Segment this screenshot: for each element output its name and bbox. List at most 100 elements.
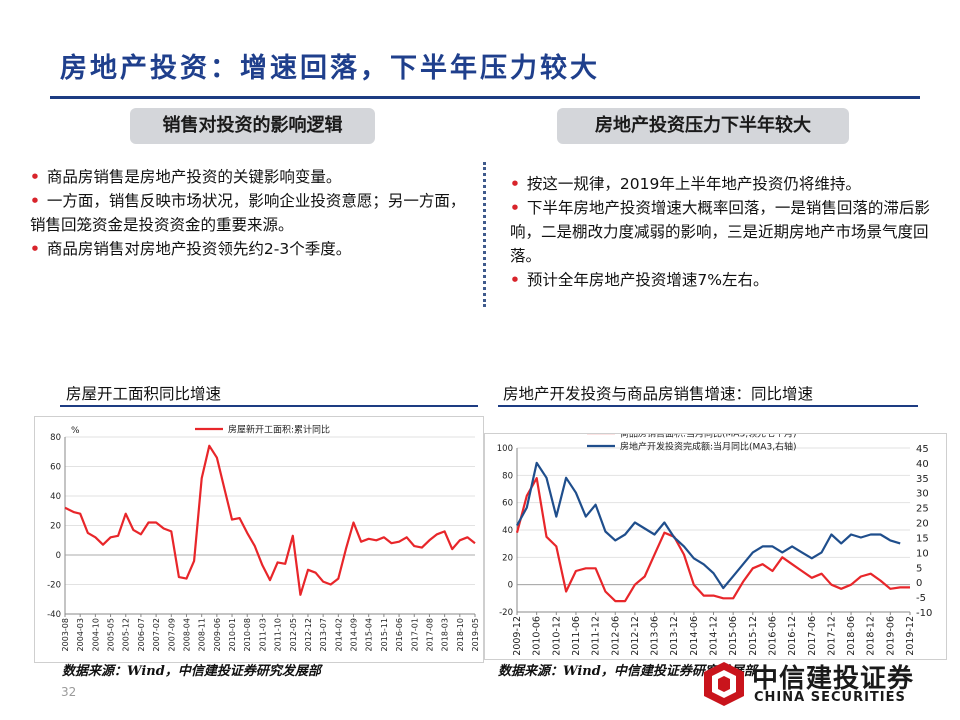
x-tick-label: 2012-05 (289, 618, 298, 651)
bullet-item: • 一方面，销售反映市场状况，影响企业投资意愿；另一方面，销售回笼资金是投资资金的… (30, 192, 466, 234)
x-tick-label: 2017-01 (410, 618, 419, 651)
y-tick-label: 80 (502, 471, 513, 481)
legend-label: 房地产开发投资完成额:当月同比(MA3,右轴) (620, 441, 797, 453)
page-number: 32 (61, 685, 77, 699)
y2-tick-label: -5 (916, 593, 926, 604)
y2-tick-label: 15 (916, 533, 929, 544)
x-tick-label: 2013-12 (669, 616, 680, 656)
title-underline (50, 96, 920, 99)
x-tick-label: 2008-04 (182, 618, 191, 651)
chart1-title: 房屋开工面积同比增速 (66, 385, 222, 403)
right-section-heading: 房地产投资压力下半年较大 (557, 108, 849, 144)
x-tick-label: 2012-12 (630, 616, 641, 656)
x-tick-label: 2015-04 (365, 618, 374, 651)
y-tick-label: -20 (499, 608, 513, 618)
x-tick-label: 2019-06 (885, 616, 896, 656)
page-title: 房地产投资：增速回落，下半年压力较大 (60, 53, 600, 84)
x-tick-label: 2009-12 (512, 616, 523, 656)
x-tick-label: 2011-12 (591, 616, 602, 656)
x-tick-label: 2003-08 (61, 618, 70, 651)
left-section-heading: 销售对投资的影响逻辑 (130, 108, 375, 144)
x-tick-label: 2015-06 (728, 616, 739, 656)
y2-tick-label: 0 (916, 578, 922, 589)
right-bullet-list: • 按这一规律，2019年上半年地产投资仍将维持。 • 下半年房地产投资增速大概率回… (510, 172, 930, 292)
y2-tick-label: 5 (916, 563, 922, 574)
x-tick-label: 2010-12 (551, 616, 562, 656)
y-tick-label: 20 (50, 522, 61, 532)
y-tick-label: -20 (47, 581, 61, 591)
series-line-2 (516, 461, 901, 590)
y2-tick-label: 30 (916, 489, 929, 500)
y2-tick-label: 35 (916, 474, 929, 485)
y2-tick-label: -10 (916, 608, 932, 619)
x-tick-label: 2019-12 (905, 616, 916, 656)
x-tick-label: 2014-02 (334, 618, 343, 651)
bullet-item: • 商品房销售是房地产投资的关键影响变量。 (30, 168, 342, 186)
x-tick-label: 2017-12 (826, 616, 837, 656)
chart2-title: 房地产开发投资与商品房销售增速：同比增速 (503, 385, 814, 403)
x-tick-label: 2015-11 (380, 618, 389, 651)
y2-tick-label: 40 (916, 459, 929, 470)
bullet-item: • 预计全年房地产投资增速7%左右。 (510, 271, 769, 289)
x-tick-label: 2005-12 (122, 618, 131, 651)
y2-tick-label: 20 (916, 519, 929, 530)
chart2-title-rule (498, 405, 918, 407)
legend-label: 房屋新开工面积:累计同比 (228, 424, 330, 436)
x-tick-label: 2012-12 (304, 618, 313, 651)
chart2-svg: 100806040200-20454035302520151050-5-1020… (497, 428, 933, 656)
x-tick-label: 2007-02 (152, 618, 161, 651)
y-tick-label: 40 (502, 526, 513, 536)
x-tick-label: 2013-07 (319, 618, 328, 651)
x-tick-label: 2010-08 (243, 618, 252, 651)
x-tick-label: 2004-03 (76, 618, 85, 651)
x-tick-label: 2016-06 (395, 618, 404, 651)
x-tick-label: 2011-10 (274, 618, 283, 651)
x-tick-label: 2018-12 (866, 616, 877, 656)
x-tick-label: 2011-06 (571, 616, 582, 656)
bullet-item: • 按这一规律，2019年上半年地产投资仍将维持。 (510, 175, 861, 193)
chart1-frame: 80 60 40 20 0 -20 -40 2003-08 2004-03 2004-10 2005… (34, 416, 484, 663)
logo-mark-icon (704, 662, 744, 706)
chart1-title-rule (60, 405, 478, 407)
x-tick-label: 2017-08 (425, 618, 434, 651)
column-divider (483, 162, 486, 307)
company-logo: 中信建投证券 CHINA SECURITIES (700, 656, 940, 716)
y-tick-label: 0 (56, 551, 61, 561)
x-tick-label: 2011-03 (258, 618, 267, 651)
x-tick-label: 2010-01 (228, 618, 237, 651)
x-tick-label: 2018-06 (846, 616, 857, 656)
x-tick-label: 2006-07 (137, 618, 146, 651)
y2-tick-label: 10 (916, 548, 929, 559)
y-tick-label: 20 (502, 553, 513, 563)
x-tick-label: 2007-09 (167, 618, 176, 651)
y-tick-label: 80 (50, 433, 61, 443)
x-tick-label: 2014-12 (709, 616, 720, 656)
y-tick-label: 0 (508, 581, 513, 591)
y-tick-label: -40 (47, 610, 61, 620)
x-tick-label: 2012-06 (610, 616, 621, 656)
y-tick-label: 60 (50, 463, 61, 473)
x-tick-label: 2010-06 (532, 616, 543, 656)
bullet-item: • 商品房销售对房地产投资领先约2-3个季度。 (30, 240, 352, 258)
bullet-item: • 下半年房地产投资增速大概率回落，一是销售回落的滞后影响，二是棚改力度减弱的影响… (510, 199, 930, 265)
x-tick-label: 2008-11 (198, 618, 207, 651)
left-bullet-list: • 商品房销售是房地产投资的关键影响变量。 • 一方面，销售反映市场状况，影响企业投… (30, 165, 470, 261)
x-tick-label: 2017-06 (807, 616, 818, 656)
x-tick-label: 2016-06 (767, 616, 778, 656)
chart2-frame: 100 80 60 40 20 0 -20 45 40 35 30 25 20 15 10 5 0 -5 -10 20… (484, 428, 947, 660)
y2-tick-label: 25 (916, 504, 929, 515)
y-tick-label: 60 (502, 499, 513, 509)
x-tick-label: 2014-09 (350, 618, 359, 651)
x-tick-label: 2019-05 (471, 618, 480, 651)
x-tick-label: 2018-03 (441, 618, 450, 651)
x-tick-label: 2005-05 (107, 618, 116, 651)
source-note-left: 数据来源：Wind，中信建投证券研究发展部 (62, 664, 321, 679)
x-tick-label: 2018-10 (456, 618, 465, 651)
y-axis-unit-label: % (71, 426, 80, 436)
x-tick-label: 2016-12 (787, 616, 798, 656)
logo-chinese-name: 中信建投证券 (752, 664, 915, 694)
series-line-1 (515, 476, 910, 603)
x-tick-label: 2004-10 (91, 618, 100, 651)
x-tick-label: 2009-06 (213, 618, 222, 651)
